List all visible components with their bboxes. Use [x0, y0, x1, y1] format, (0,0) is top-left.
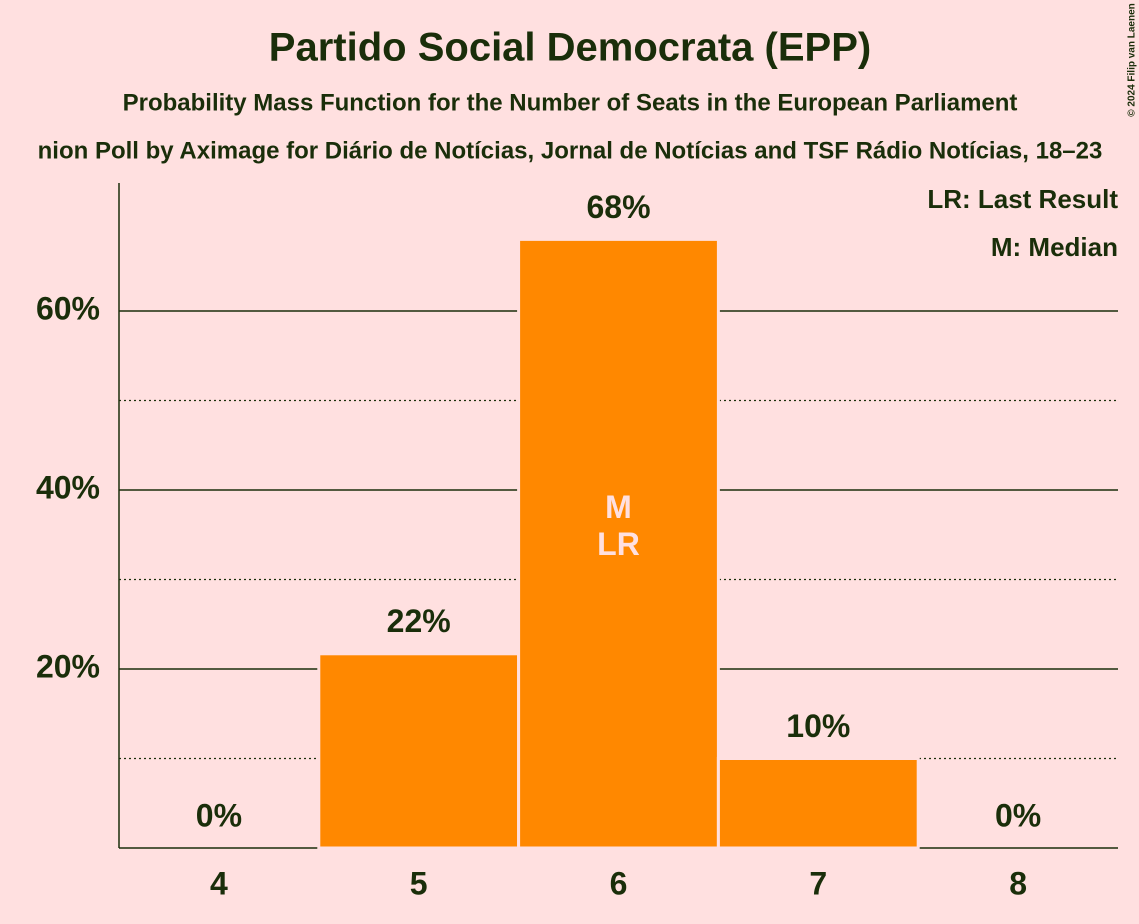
legend-note: M: Median [991, 232, 1118, 262]
chart-subtitle: Probability Mass Function for the Number… [123, 89, 1018, 116]
data-label: 22% [387, 603, 451, 639]
x-tick-label: 6 [610, 865, 628, 901]
x-tick-label: 8 [1009, 865, 1027, 901]
bar-annotation: M [605, 489, 632, 525]
y-tick-label: 20% [36, 648, 100, 684]
bar [517, 237, 720, 850]
y-tick-label: 60% [36, 290, 100, 326]
data-label: 0% [995, 797, 1041, 833]
x-tick-label: 7 [809, 865, 827, 901]
bar [317, 652, 521, 850]
x-tick-label: 5 [410, 865, 428, 901]
bars [317, 237, 920, 850]
data-label: 68% [586, 189, 650, 225]
chart-title: Partido Social Democrata (EPP) [269, 26, 871, 70]
y-tick-label: 40% [36, 469, 100, 505]
bar-annotation: LR [597, 526, 640, 562]
chart-subtitle: nion Poll by Aximage for Diário de Notíc… [38, 137, 1103, 164]
data-label: 10% [786, 708, 850, 744]
data-label: 0% [196, 797, 242, 833]
copyright: © 2024 Filip van Laenen [1127, 3, 1138, 117]
legend-note: LR: Last Result [927, 184, 1118, 214]
x-tick-label: 4 [210, 865, 228, 901]
bar [716, 756, 920, 850]
